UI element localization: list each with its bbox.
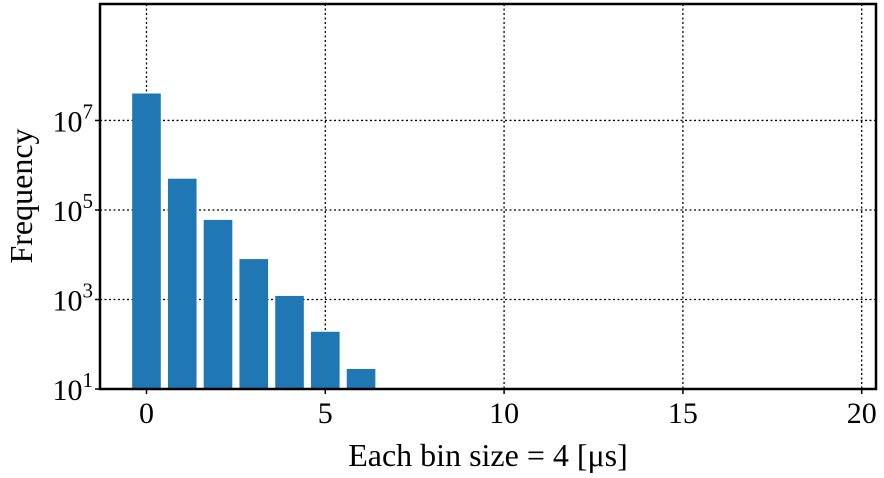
y-tick-label: 101	[53, 368, 94, 407]
y-axis-ticks: 101 103 105 107	[53, 99, 100, 407]
bar	[203, 219, 233, 389]
y-tick-label: 103	[53, 278, 94, 317]
y-tick-label: 105	[53, 189, 94, 228]
bar	[167, 178, 197, 389]
bar	[310, 331, 340, 389]
x-tick-label: 0	[139, 397, 154, 430]
x-axis-label: Each bin size = 4 [μs]	[348, 437, 628, 473]
bar	[132, 93, 161, 390]
bar	[346, 368, 376, 389]
bar	[239, 259, 269, 389]
plot-frame	[98, 2, 878, 391]
y-axis-label: Frequency	[3, 128, 39, 263]
axes-frame	[98, 2, 878, 391]
x-axis-ticks: 0 5 10 15 20	[139, 389, 877, 430]
x-tick-label: 15	[668, 397, 698, 430]
bar	[275, 295, 304, 389]
x-tick-label: 5	[318, 397, 333, 430]
x-tick-label: 20	[847, 397, 877, 430]
x-tick-label: 10	[489, 397, 519, 430]
bars	[132, 93, 376, 390]
y-tick-label: 107	[53, 99, 94, 138]
